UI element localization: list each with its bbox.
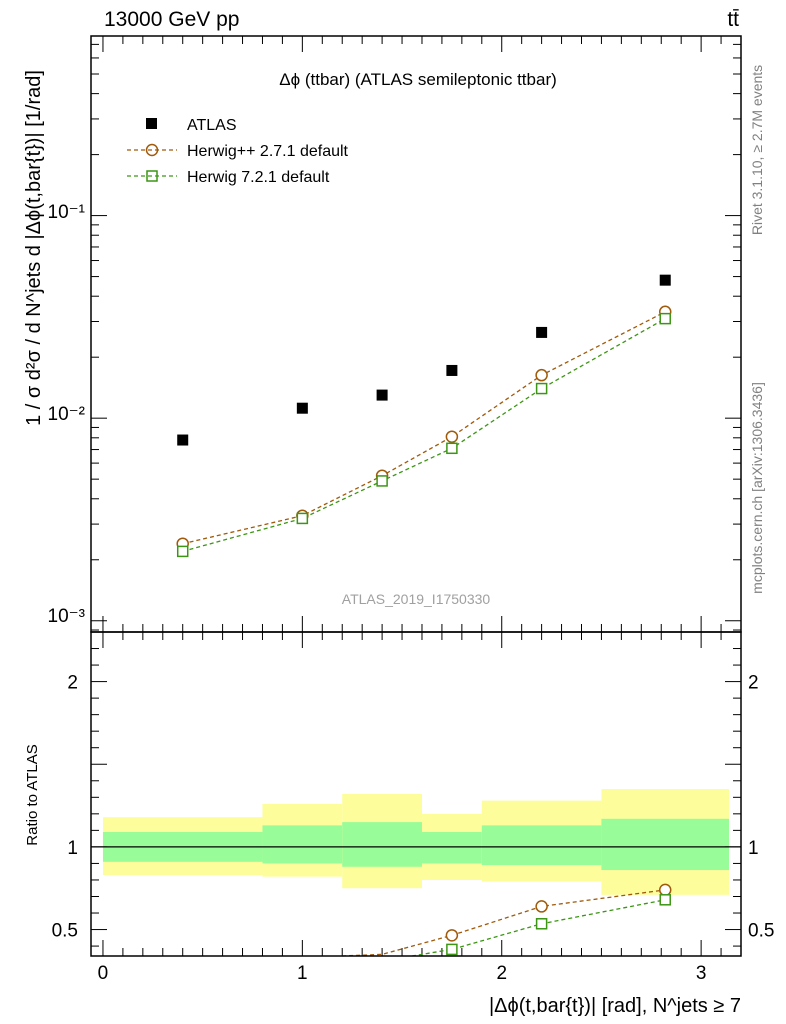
xtick-label: 1 xyxy=(297,963,308,984)
ytick-label-1e-3: 10⁻³ xyxy=(48,606,86,627)
series-line-1 xyxy=(182,311,666,545)
ratio-point-herwig7 xyxy=(446,943,458,956)
ratio-ytick-label-left: 1 xyxy=(67,838,78,859)
legend-label-herwigpp: Herwig++ 2.7.1 default xyxy=(187,143,349,160)
data-point-herwig7 xyxy=(376,475,388,487)
main-ticks xyxy=(91,36,741,632)
ratio-panel-frame xyxy=(90,631,742,957)
main-title: Δϕ (ttbar) (ATLAS semileptonic ttbar) xyxy=(279,70,557,89)
ratio-clip-mask xyxy=(89,957,743,963)
ratio-point-herwig7 xyxy=(659,894,671,906)
xtick-label: 3 xyxy=(696,963,707,984)
main-data xyxy=(176,274,672,558)
data-point-herwigpp xyxy=(445,430,459,443)
inner-band-3 xyxy=(421,832,482,864)
legend-label-herwig7: Herwig 7.2.1 default xyxy=(187,169,330,186)
ytick-label-1e-1: 10⁻¹ xyxy=(48,202,86,223)
ratio-y-axis-label: Ratio to ATLAS xyxy=(24,744,41,845)
mcplots-label: mcplots.cern.ch [arXiv:1306.3436] xyxy=(749,382,765,594)
xtick-label: 0 xyxy=(98,963,109,984)
data-point-atlas xyxy=(376,389,388,401)
ratio-bands xyxy=(91,789,741,895)
ratio-series-line-0 xyxy=(342,889,666,957)
legend-marker-herwig7 xyxy=(146,170,158,182)
data-point-herwig7 xyxy=(446,442,458,455)
inner-band-2 xyxy=(342,822,422,867)
ratio-point-herwig7 xyxy=(535,918,548,930)
ratio-ytick-label-right: 0.5 xyxy=(748,921,774,942)
legend: ATLAS Herwig++ 2.7.1 default Herwig 7.2.… xyxy=(127,117,349,186)
ratio-point-herwigpp xyxy=(658,883,672,897)
data-point-herwig7 xyxy=(535,382,548,395)
main-panel: Δϕ (ttbar) (ATLAS semileptonic ttbar) AT… xyxy=(23,35,742,633)
data-point-atlas xyxy=(446,364,458,376)
ytick-label-1e-2: 10⁻² xyxy=(48,404,86,425)
xtick-label: 2 xyxy=(496,963,507,984)
ratio-ticks xyxy=(91,632,741,956)
data-point-herwig7 xyxy=(659,312,671,325)
data-point-herwig7 xyxy=(176,545,189,558)
ratio-ytick-label-right: 1 xyxy=(748,838,759,859)
data-point-atlas xyxy=(296,402,308,414)
ratio-ytick-label-left: 2 xyxy=(67,673,78,694)
data-point-herwig7 xyxy=(296,512,309,525)
ratio-series-line-1 xyxy=(411,899,666,957)
ratio-ytick-label-left: 0.5 xyxy=(52,921,78,942)
ratio-panel: Ratio to ATLAS 0.5 0.5 1 1 2 2 0 1 2 3 |Δϕ(t,bar{… xyxy=(24,631,775,1017)
energy-label: 13000 GeV pp xyxy=(104,8,239,31)
ratio-data xyxy=(89,883,743,963)
watermark: ATLAS_2019_I1750330 xyxy=(342,591,491,607)
data-point-atlas xyxy=(177,434,189,446)
data-point-atlas xyxy=(659,274,671,286)
data-point-herwigpp xyxy=(535,368,548,382)
legend-marker-herwigpp xyxy=(145,143,159,157)
ratio-tick-labels: 0.5 0.5 1 1 2 2 0 1 2 3 xyxy=(52,673,775,984)
inner-band-4 xyxy=(481,825,602,866)
rivet-label: Rivet 3.1.10, ≥ 2.7M events xyxy=(749,65,765,235)
legend-label-atlas: ATLAS xyxy=(187,117,237,134)
inner-band-1 xyxy=(262,825,343,864)
legend-marker-atlas xyxy=(146,118,157,129)
series-line-2 xyxy=(182,318,666,553)
process-label: tt̄ xyxy=(727,8,739,31)
main-y-ticklabels: 10⁻³ 10⁻² 10⁻¹ xyxy=(48,202,86,627)
ratio-point-herwigpp xyxy=(535,900,548,913)
main-y-axis-label: 1 / σ d²σ / d N^jets d |Δϕ(t,bar{t})| [1… xyxy=(23,70,45,426)
x-axis-label: |Δϕ(t,bar{t})| [rad], N^jets ≥ 7 xyxy=(489,995,741,1017)
ratio-ytick-label-right: 2 xyxy=(748,673,759,694)
data-point-atlas xyxy=(536,326,548,338)
ratio-point-herwigpp xyxy=(445,929,459,942)
inner-band-5 xyxy=(601,818,730,871)
